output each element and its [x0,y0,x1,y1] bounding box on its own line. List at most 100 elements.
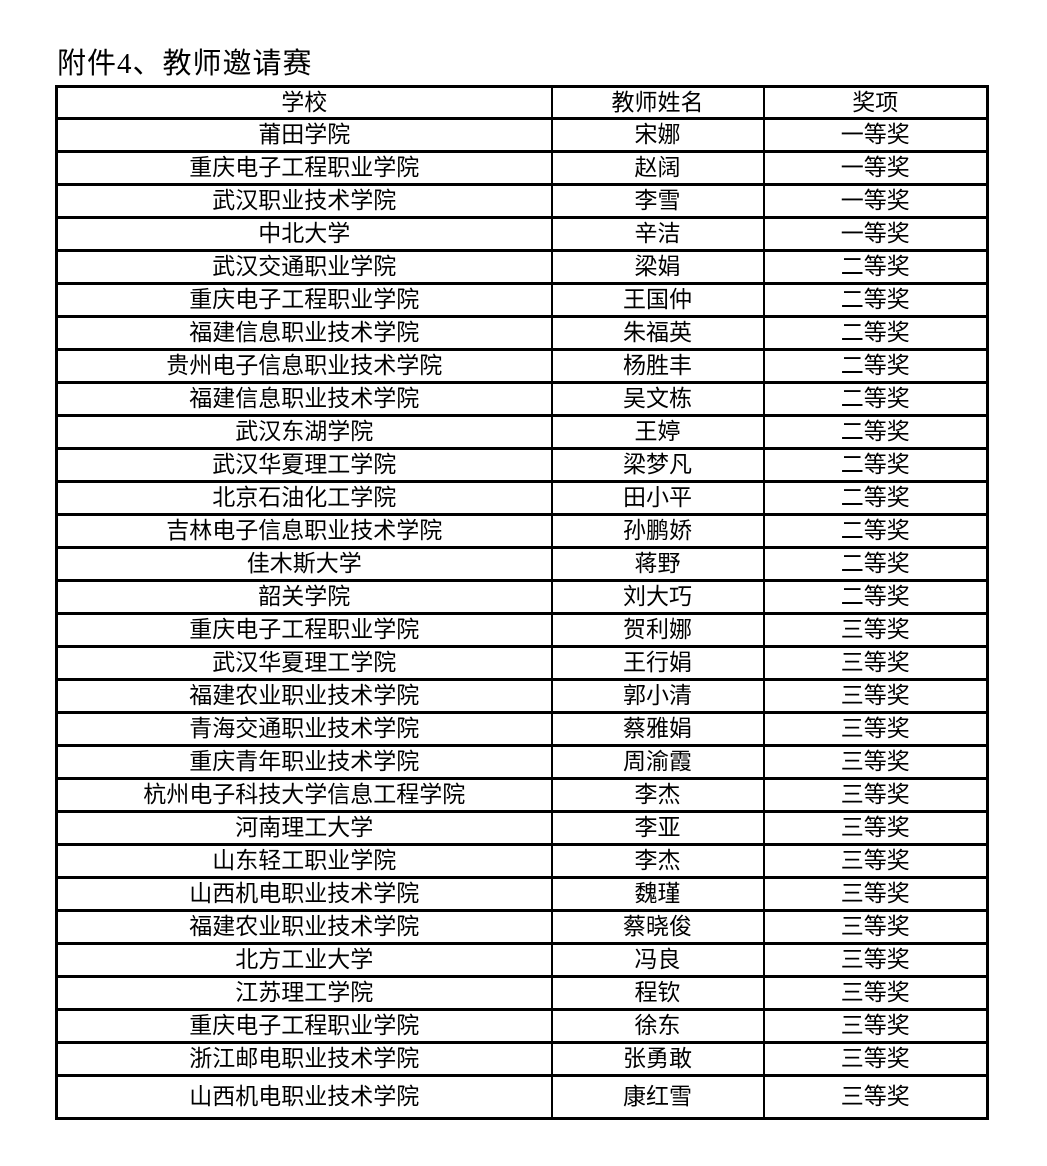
cell-teacher-name: 徐东 [550,1008,765,1044]
table-row: 福建信息职业技术学院 朱福英 二等奖 [55,315,989,351]
cell-teacher-name: 李杰 [550,777,765,813]
table-row: 中北大学 辛洁 一等奖 [55,216,989,252]
cell-award: 一等奖 [762,150,989,186]
cell-award: 二等奖 [762,414,989,450]
cell-teacher-name: 吴文栋 [550,381,765,417]
table-row: 浙江邮电职业技术学院 张勇敢 三等奖 [55,1041,989,1077]
cell-teacher-name: 孙鹏娇 [550,513,765,549]
cell-teacher-name: 魏瑾 [550,876,765,912]
cell-teacher-name: 李雪 [550,183,765,219]
cell-award: 一等奖 [762,117,989,153]
cell-school: 武汉华夏理工学院 [55,447,553,483]
cell-award: 二等奖 [762,315,989,351]
cell-award: 三等奖 [762,810,989,846]
cell-teacher-name: 蒋野 [550,546,765,582]
cell-teacher-name: 冯良 [550,942,765,978]
table-row: 江苏理工学院 程钦 三等奖 [55,975,989,1011]
cell-teacher-name: 周渝霞 [550,744,765,780]
table-row: 福建农业职业技术学院 蔡晓俊 三等奖 [55,909,989,945]
cell-school: 武汉东湖学院 [55,414,553,450]
cell-award: 三等奖 [762,711,989,747]
cell-award: 三等奖 [762,975,989,1011]
cell-school: 杭州电子科技大学信息工程学院 [55,777,553,813]
cell-award: 二等奖 [762,480,989,516]
cell-teacher-name: 蔡晓俊 [550,909,765,945]
cell-award: 三等奖 [762,645,989,681]
cell-teacher-name: 贺利娜 [550,612,765,648]
table-row: 武汉东湖学院 王婷 二等奖 [55,414,989,450]
table-row: 北京石油化工学院 田小平 二等奖 [55,480,989,516]
cell-award: 三等奖 [762,612,989,648]
cell-teacher-name: 王国仲 [550,282,765,318]
cell-award: 三等奖 [762,942,989,978]
cell-school: 武汉职业技术学院 [55,183,553,219]
cell-school: 武汉华夏理工学院 [55,645,553,681]
cell-award: 二等奖 [762,447,989,483]
cell-school: 河南理工大学 [55,810,553,846]
cell-award: 二等奖 [762,282,989,318]
table-row-partial: 山西机电职业技术学院 康红雪 三等奖 [55,1074,989,1120]
col-header-school: 学校 [55,85,553,120]
cell-teacher-name: 刘大巧 [550,579,765,615]
page-title: 附件4、教师邀请赛 [57,48,313,80]
table-row: 莆田学院 宋娜 一等奖 [55,117,989,153]
table-row: 武汉华夏理工学院 梁梦凡 二等奖 [55,447,989,483]
cell-award: 二等奖 [762,381,989,417]
cell-teacher-name: 朱福英 [550,315,765,351]
cell-award: 二等奖 [762,579,989,615]
cell-school: 重庆电子工程职业学院 [55,150,553,186]
cell-school: 山东轻工职业学院 [55,843,553,879]
col-header-teacher-name: 教师姓名 [550,85,765,120]
cell-teacher-name: 蔡雅娟 [550,711,765,747]
cell-school: 重庆电子工程职业学院 [55,282,553,318]
cell-teacher-name: 辛洁 [550,216,765,252]
cell-teacher-name: 李亚 [550,810,765,846]
header-row: 学校 教师姓名 奖项 [55,85,989,120]
table-row: 山西机电职业技术学院 魏瑾 三等奖 [55,876,989,912]
cell-award: 三等奖 [762,744,989,780]
cell-school: 莆田学院 [55,117,553,153]
cell-teacher-name: 李杰 [550,843,765,879]
table-row: 重庆青年职业技术学院 周渝霞 三等奖 [55,744,989,780]
cell-school: 福建农业职业技术学院 [55,678,553,714]
cell-school: 吉林电子信息职业技术学院 [55,513,553,549]
cell-award: 三等奖 [762,777,989,813]
cell-school: 重庆电子工程职业学院 [55,612,553,648]
table-row: 重庆电子工程职业学院 王国仲 二等奖 [55,282,989,318]
table-row: 山东轻工职业学院 李杰 三等奖 [55,843,989,879]
cell-award: 三等奖 [762,909,989,945]
cell-teacher-name: 康红雪 [550,1074,765,1120]
cell-school: 韶关学院 [55,579,553,615]
cell-teacher-name: 郭小清 [550,678,765,714]
cell-school: 山西机电职业技术学院 [55,1074,553,1120]
table-row: 福建信息职业技术学院 吴文栋 二等奖 [55,381,989,417]
cell-award: 二等奖 [762,249,989,285]
cell-teacher-name: 赵阔 [550,150,765,186]
cell-school: 青海交通职业技术学院 [55,711,553,747]
table-row: 武汉华夏理工学院 王行娟 三等奖 [55,645,989,681]
table-row: 韶关学院 刘大巧 二等奖 [55,579,989,615]
cell-teacher-name: 张勇敢 [550,1041,765,1077]
cell-school: 贵州电子信息职业技术学院 [55,348,553,384]
cell-school: 佳木斯大学 [55,546,553,582]
cell-award: 三等奖 [762,876,989,912]
table-row: 吉林电子信息职业技术学院 孙鹏娇 二等奖 [55,513,989,549]
table-row: 重庆电子工程职业学院 赵阔 一等奖 [55,150,989,186]
table-row: 青海交通职业技术学院 蔡雅娟 三等奖 [55,711,989,747]
table-row: 贵州电子信息职业技术学院 杨胜丰 二等奖 [55,348,989,384]
table-row: 重庆电子工程职业学院 贺利娜 三等奖 [55,612,989,648]
cell-award: 三等奖 [762,1074,989,1120]
cell-school: 浙江邮电职业技术学院 [55,1041,553,1077]
cell-award: 一等奖 [762,183,989,219]
col-header-award: 奖项 [762,85,989,120]
table-row: 重庆电子工程职业学院 徐东 三等奖 [55,1008,989,1044]
cell-school: 重庆青年职业技术学院 [55,744,553,780]
cell-school: 中北大学 [55,216,553,252]
cell-teacher-name: 王婷 [550,414,765,450]
cell-teacher-name: 梁娟 [550,249,765,285]
cell-award: 二等奖 [762,513,989,549]
table-row: 武汉交通职业学院 梁娟 二等奖 [55,249,989,285]
cell-teacher-name: 田小平 [550,480,765,516]
table-row: 北方工业大学 冯良 三等奖 [55,942,989,978]
